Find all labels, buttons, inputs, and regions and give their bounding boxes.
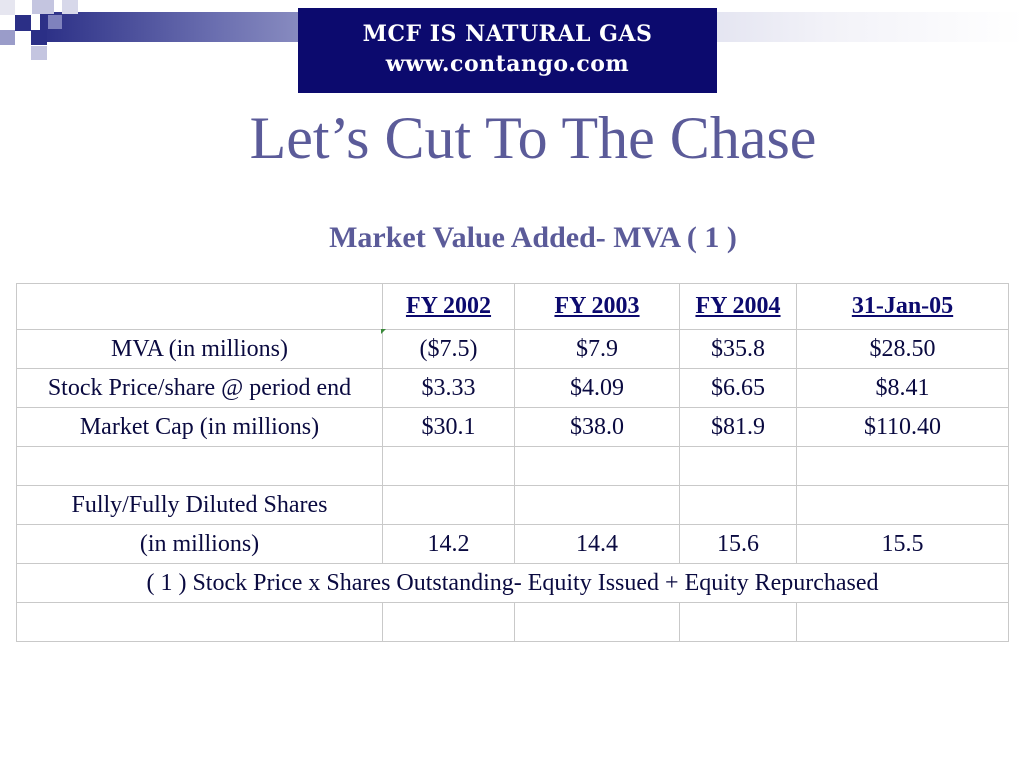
table-footnote: ( 1 ) Stock Price x Shares Outstanding- … (16, 563, 1009, 603)
table-cell: 15.5 (796, 524, 1009, 564)
table-cell: $81.9 (679, 407, 797, 447)
table-row: Market Cap (in millions) $30.1 $38.0 $81… (16, 407, 1009, 447)
table-cell (16, 602, 383, 642)
table-cell (382, 602, 515, 642)
row-label: MVA (in millions) (16, 329, 383, 369)
table-cell: $3.33 (382, 368, 515, 408)
mva-table: FY 2002 FY 2003 FY 2004 31-Jan-05 MVA (i… (16, 283, 1009, 642)
slide-subtitle: Market Value Added- MVA ( 1 ) (329, 221, 737, 254)
cell-comment-marker-icon (381, 329, 386, 334)
table-header-cell: 31-Jan-05 (796, 283, 1009, 330)
deco-square (15, 0, 31, 15)
deco-square (48, 15, 62, 29)
table-cell (679, 446, 797, 486)
table-cell: $6.65 (679, 368, 797, 408)
table-cell (514, 446, 680, 486)
deco-square (62, 0, 78, 14)
table-footnote-row: ( 1 ) Stock Price x Shares Outstanding- … (16, 563, 1009, 603)
table-cell: 15.6 (679, 524, 797, 564)
table-row: Stock Price/share @ period end $3.33 $4.… (16, 368, 1009, 408)
slide-title: Let’s Cut To The Chase (249, 105, 817, 171)
table-cell (382, 485, 515, 525)
deco-square (31, 46, 47, 60)
table-cell (514, 602, 680, 642)
table-cell (796, 602, 1009, 642)
table-cell: 14.4 (514, 524, 680, 564)
table-header-cell: FY 2004 (679, 283, 797, 330)
table-header-cell: FY 2003 (514, 283, 680, 330)
table-header-cell (16, 283, 383, 330)
table-cell: $35.8 (679, 329, 797, 369)
deco-square (31, 30, 47, 45)
table-cell: $28.50 (796, 329, 1009, 369)
row-label: (in millions) (16, 524, 383, 564)
row-label: Market Cap (in millions) (16, 407, 383, 447)
table-cell (514, 485, 680, 525)
table-cell: $4.09 (514, 368, 680, 408)
table-header-cell: FY 2002 (382, 283, 515, 330)
table-cell (796, 446, 1009, 486)
deco-square (15, 15, 31, 31)
deco-square (32, 0, 54, 14)
row-label (16, 446, 383, 486)
table-cell: $7.9 (514, 329, 680, 369)
table-cell: $30.1 (382, 407, 515, 447)
table-row: (in millions) 14.2 14.4 15.6 15.5 (16, 524, 1009, 564)
deco-square (0, 30, 15, 45)
table-cell: 14.2 (382, 524, 515, 564)
table-cell (679, 485, 797, 525)
table-cell: $38.0 (514, 407, 680, 447)
table-cell (796, 485, 1009, 525)
table-row: MVA (in millions) ($7.5) $7.9 $35.8 $28.… (16, 329, 1009, 369)
row-label: Stock Price/share @ period end (16, 368, 383, 408)
table-row: Fully/Fully Diluted Shares (16, 485, 1009, 525)
table-cell (679, 602, 797, 642)
table-row-empty (16, 446, 1009, 486)
table-cell: ($7.5) (382, 329, 515, 369)
table-row-empty (16, 602, 1009, 642)
table-cell: $110.40 (796, 407, 1009, 447)
table-cell: $8.41 (796, 368, 1009, 408)
deco-square (0, 0, 15, 15)
banner-url: www.contango.com (385, 51, 630, 77)
banner-line-1: MCF IS NATURAL GAS (362, 21, 653, 47)
company-banner: MCF IS NATURAL GAS www.contango.com (298, 8, 717, 93)
table-header-row: FY 2002 FY 2003 FY 2004 31-Jan-05 (16, 283, 1009, 330)
table-cell (382, 446, 515, 486)
row-label: Fully/Fully Diluted Shares (16, 485, 383, 525)
